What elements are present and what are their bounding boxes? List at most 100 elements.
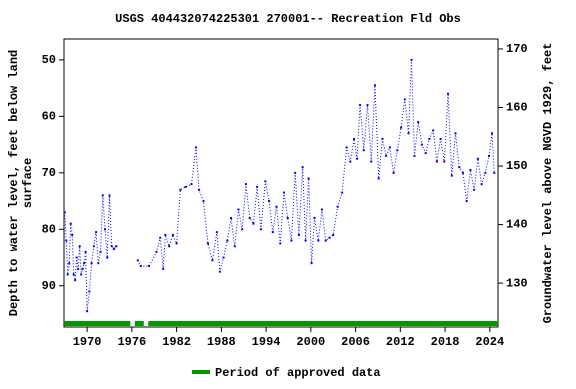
plot-frame xyxy=(63,38,499,328)
x-tick-label: 1988 xyxy=(207,335,236,349)
data-point xyxy=(259,228,262,231)
data-point xyxy=(443,160,446,163)
data-point xyxy=(290,239,293,242)
data-point xyxy=(84,250,87,253)
x-tick-label: 2024 xyxy=(475,335,504,349)
data-point xyxy=(168,245,171,248)
data-point xyxy=(226,239,229,242)
data-point xyxy=(480,183,483,186)
data-point xyxy=(341,191,344,194)
data-point xyxy=(493,171,496,174)
data-point xyxy=(377,177,380,180)
data-point xyxy=(275,205,278,208)
data-point xyxy=(310,262,313,265)
data-point xyxy=(373,84,376,87)
data-point xyxy=(106,256,109,259)
data-point xyxy=(237,208,240,211)
data-point xyxy=(101,194,104,197)
data-point xyxy=(218,270,221,273)
data-point xyxy=(136,259,139,262)
y2-axis-label: Groundwater level above NGVD 1929, feet xyxy=(541,43,555,324)
data-point xyxy=(248,217,251,220)
data-point xyxy=(432,129,435,132)
data-point xyxy=(90,262,93,265)
data-point xyxy=(301,166,304,169)
data-point xyxy=(264,180,267,183)
data-point xyxy=(356,157,359,160)
data-point xyxy=(80,273,83,276)
data-point xyxy=(349,160,352,163)
data-point xyxy=(313,217,316,220)
data-point xyxy=(388,146,391,149)
data-point xyxy=(159,236,162,239)
data-point xyxy=(197,188,200,191)
data-point xyxy=(407,132,410,135)
data-point xyxy=(400,126,403,129)
data-point xyxy=(74,279,77,282)
y2-tick-label: 130 xyxy=(506,276,528,290)
data-point xyxy=(417,121,420,124)
y2-tick-label: 140 xyxy=(506,218,528,232)
data-point xyxy=(332,233,335,236)
data-point xyxy=(65,239,68,242)
data-point xyxy=(413,154,416,157)
data-point xyxy=(69,222,72,225)
data-point xyxy=(215,231,218,234)
data-point xyxy=(155,250,158,253)
x-tick-label: 2000 xyxy=(296,335,325,349)
data-point xyxy=(72,273,75,276)
y2-tick-label: 150 xyxy=(506,159,528,173)
data-point xyxy=(75,256,78,259)
data-point xyxy=(164,233,167,236)
data-point xyxy=(328,236,331,239)
data-point xyxy=(222,256,225,259)
data-point xyxy=(484,171,487,174)
data-point xyxy=(202,200,205,203)
data-point xyxy=(271,231,274,234)
data-point xyxy=(362,149,365,152)
approved-period xyxy=(64,321,131,326)
data-point xyxy=(282,191,285,194)
data-point xyxy=(63,211,66,214)
data-point xyxy=(286,217,289,220)
y-axis-label: surface xyxy=(21,158,35,208)
series-line xyxy=(64,59,495,312)
data-point xyxy=(206,242,209,245)
data-point xyxy=(317,239,320,242)
data-point xyxy=(162,267,165,270)
data-point xyxy=(175,242,178,245)
data-point xyxy=(92,245,95,248)
data-point xyxy=(491,132,494,135)
data-point xyxy=(95,231,98,234)
data-point xyxy=(112,248,115,251)
data-point xyxy=(304,239,307,242)
y-tick-label: 70 xyxy=(42,166,56,180)
data-point xyxy=(171,233,174,236)
data-point xyxy=(420,143,423,146)
y-tick-label: 90 xyxy=(42,279,56,293)
chart-title: USGS 404432074225301 270001-- Recreation… xyxy=(115,12,461,26)
y-axis-label: Depth to water level, feet below land xyxy=(7,50,21,316)
y-tick-label: 50 xyxy=(42,53,56,67)
data-point xyxy=(450,174,453,177)
data-point xyxy=(447,92,450,95)
data-point xyxy=(294,171,297,174)
x-tick-label: 2006 xyxy=(341,335,370,349)
data-point xyxy=(454,132,457,135)
data-point xyxy=(476,157,479,160)
data-point xyxy=(435,160,438,163)
data-point xyxy=(211,259,214,262)
data-point xyxy=(345,146,348,149)
data-point xyxy=(461,171,464,174)
data-point xyxy=(99,250,102,253)
data-point xyxy=(77,267,80,270)
y-tick-label: 80 xyxy=(42,222,56,236)
data-point xyxy=(366,104,369,107)
data-point xyxy=(381,137,384,140)
data-point xyxy=(488,154,491,157)
data-point xyxy=(410,58,413,61)
data-point xyxy=(66,273,69,276)
data-point xyxy=(194,146,197,149)
x-tick-label: 1976 xyxy=(117,335,146,349)
data-point xyxy=(370,160,373,163)
